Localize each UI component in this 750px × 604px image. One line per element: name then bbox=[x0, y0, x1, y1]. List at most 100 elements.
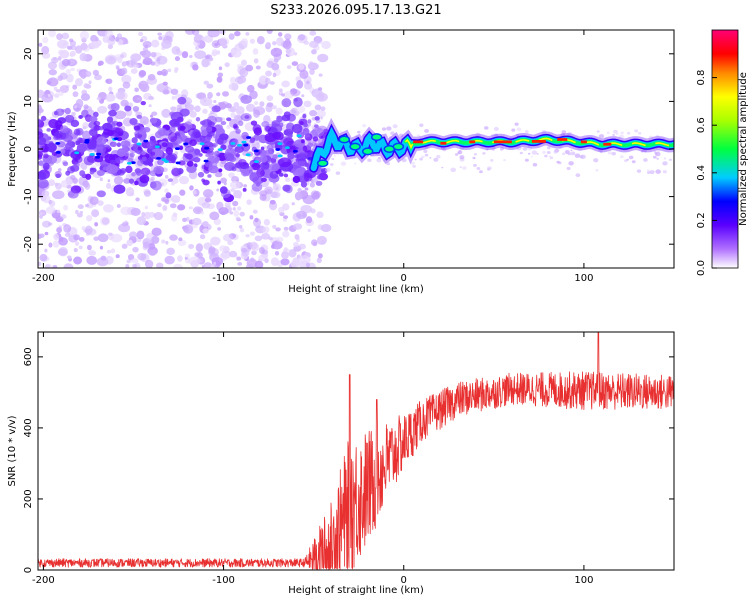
spectrogram-speckle bbox=[292, 175, 301, 184]
spectrogram-speckle bbox=[558, 146, 562, 150]
spectrogram-speckle bbox=[164, 255, 175, 265]
spectrogram-speckle bbox=[150, 176, 155, 181]
spectrogram-speckle bbox=[211, 40, 221, 49]
spectrogram-speckle bbox=[204, 55, 210, 60]
spectrogram-speckle bbox=[161, 69, 168, 77]
spectrogram-speckle bbox=[182, 225, 190, 233]
spectrogram-speckle bbox=[249, 169, 253, 174]
spectrogram-speckle bbox=[163, 160, 169, 163]
spectrogram-speckle bbox=[209, 161, 218, 170]
spectrogram-speckle bbox=[161, 239, 166, 244]
spectrogram-speckle bbox=[144, 259, 154, 268]
spectrogram-xtick-label: -200 bbox=[32, 273, 55, 284]
spectrogram-speckle bbox=[115, 254, 120, 259]
spectrogram-speckle bbox=[186, 160, 194, 167]
spectrogram-speckle bbox=[419, 157, 423, 161]
spectrogram-speckle bbox=[305, 216, 313, 224]
spectrogram-speckle bbox=[59, 72, 68, 80]
spectrogram-speckle bbox=[38, 42, 43, 47]
spectrogram-speckle bbox=[107, 129, 114, 137]
spectrogram-speckle bbox=[134, 180, 139, 186]
spectrogram-speckle bbox=[376, 158, 382, 163]
spectrogram-speckle bbox=[51, 151, 57, 156]
spectrogram-speckle bbox=[186, 165, 197, 173]
spectrogram-speckle bbox=[216, 188, 220, 192]
spectrogram-blob bbox=[361, 147, 374, 156]
spectrogram-speckle bbox=[330, 163, 334, 166]
spectrogram-speckle bbox=[297, 159, 306, 167]
spectrogram-speckle bbox=[669, 158, 672, 161]
spectrogram-speckle bbox=[113, 184, 126, 194]
spectrogram-speckle bbox=[192, 157, 201, 163]
spectrogram-speckle bbox=[140, 101, 146, 106]
spectrogram-speckle bbox=[284, 184, 293, 194]
spectrogram-speckle bbox=[184, 145, 195, 153]
spectrogram-speckle bbox=[636, 169, 642, 173]
spectrogram-speckle bbox=[220, 177, 227, 184]
spectrogram-speckle bbox=[226, 124, 231, 130]
spectrogram-ylabel: Frequency (Hz) bbox=[7, 111, 18, 187]
spectrogram-speckle bbox=[124, 220, 128, 224]
spectrogram-speckle bbox=[141, 212, 146, 218]
spectrogram-speckle bbox=[56, 33, 63, 41]
spectrogram-speckle bbox=[197, 171, 205, 178]
spectrogram-speckle bbox=[281, 114, 291, 122]
spectrogram-speckle bbox=[607, 151, 613, 155]
spectrogram-speckle bbox=[106, 164, 119, 175]
spectrogram-speckle bbox=[227, 240, 234, 246]
spectrogram-speckle bbox=[169, 203, 177, 209]
spectrogram-speckle bbox=[542, 150, 546, 154]
spectrogram-speckle bbox=[77, 204, 84, 210]
colorbar: 0.0 0.2 0.4 0.6 0.8 Normalized spectral ampl… bbox=[696, 29, 749, 276]
spectrogram-speckle bbox=[303, 172, 313, 182]
spectrogram-speckle bbox=[503, 159, 506, 162]
spectrogram-speckle bbox=[63, 204, 69, 211]
spectrogram-speckle bbox=[457, 150, 463, 155]
spectrogram-speckle bbox=[252, 209, 258, 214]
spectrogram-speckle bbox=[271, 62, 280, 71]
spectrogram-speckle bbox=[473, 163, 477, 167]
spectrogram-ridge-peak bbox=[404, 137, 674, 150]
spectrogram-speckle bbox=[60, 148, 66, 154]
spectrogram-speckle bbox=[131, 172, 136, 177]
spectrogram-speckle bbox=[116, 148, 126, 157]
spectrogram-speckle bbox=[199, 234, 206, 240]
spectrogram-speckle bbox=[207, 92, 213, 99]
spectrogram-speckle bbox=[170, 88, 179, 95]
spectrogram-speckle bbox=[126, 161, 132, 165]
spectrogram-speckle bbox=[184, 253, 190, 258]
spectrogram-speckle bbox=[325, 167, 331, 173]
spectrogram-speckle bbox=[174, 68, 178, 73]
spectrogram-speckle bbox=[70, 45, 77, 51]
snr-ytick-label: 0 bbox=[23, 567, 34, 573]
spectrogram-speckle bbox=[229, 211, 234, 215]
spectrogram-speckle bbox=[240, 247, 248, 253]
spectrogram-speckle bbox=[177, 204, 186, 211]
spectrogram-speckle bbox=[73, 234, 80, 241]
spectrogram-speckle bbox=[283, 173, 289, 178]
snr-panel: -200 -100 0 100 0 200 400 600 Height of straigh… bbox=[7, 331, 675, 596]
spectrogram-speckle bbox=[392, 124, 398, 129]
spectrogram-speckle bbox=[144, 205, 149, 210]
spectrogram-speckle bbox=[149, 117, 158, 124]
spectrogram-speckle bbox=[110, 248, 116, 254]
spectrogram-speckle bbox=[208, 155, 219, 163]
spectrogram-speckle bbox=[84, 138, 90, 142]
spectrogram-speckle bbox=[302, 113, 307, 119]
spectrogram-speckle bbox=[38, 107, 44, 114]
spectrogram-speckle bbox=[141, 151, 147, 156]
spectrogram-speckle bbox=[412, 164, 417, 168]
spectrogram-speckle bbox=[311, 191, 320, 200]
spectrogram-speckle bbox=[655, 169, 661, 174]
spectrogram-speckle bbox=[254, 101, 259, 105]
spectrogram-speckle bbox=[139, 174, 150, 184]
spectrogram-speckle bbox=[314, 104, 322, 111]
spectrogram-speckle bbox=[296, 80, 304, 89]
spectrogram-speckle bbox=[55, 173, 61, 178]
spectrogram-speckle bbox=[151, 235, 160, 244]
spectrogram-speckle bbox=[249, 38, 256, 44]
colorbar-ticks: 0.0 0.2 0.4 0.6 0.8 bbox=[696, 70, 717, 276]
spectrogram-speckle bbox=[70, 67, 76, 72]
spectrogram-speckle bbox=[283, 215, 289, 219]
spectrogram-speckle bbox=[209, 211, 220, 221]
